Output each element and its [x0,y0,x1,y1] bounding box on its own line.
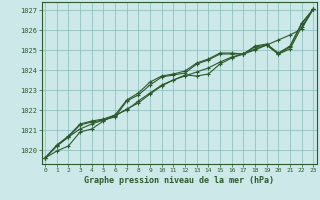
X-axis label: Graphe pression niveau de la mer (hPa): Graphe pression niveau de la mer (hPa) [84,176,274,185]
